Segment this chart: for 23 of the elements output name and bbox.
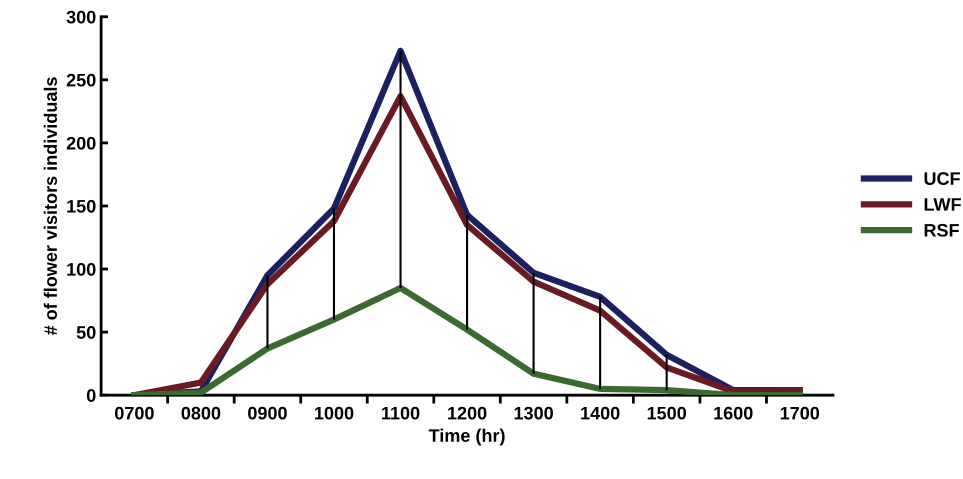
y-tick-label: 150 xyxy=(67,200,96,213)
y-tick-label: 250 xyxy=(66,74,96,87)
x-tick-label: 1500 xyxy=(648,406,686,420)
y-tick-label: 100 xyxy=(67,262,96,276)
x-tick-label: 1100 xyxy=(382,406,420,420)
x-tick-label: 1600 xyxy=(714,406,753,420)
y-tick-label: 300 xyxy=(66,10,96,24)
x-tick-label: 1200 xyxy=(448,406,486,420)
legend-label: RSF xyxy=(924,224,959,237)
legend-label: LWF xyxy=(924,198,961,211)
x-tick-label: 1000 xyxy=(315,406,354,420)
x-tick-label: 1300 xyxy=(514,406,553,420)
x-tick-label: 0800 xyxy=(182,406,220,420)
x-tick-label: 1700 xyxy=(780,406,820,420)
x-tick-label: 1400 xyxy=(581,406,620,420)
y-tick-label: 200 xyxy=(66,136,96,150)
y-tick-label: 50 xyxy=(76,326,96,339)
x-axis-title: Time (hr) xyxy=(428,428,505,446)
y-tick-label: 0 xyxy=(86,389,96,402)
x-tick-label: 0900 xyxy=(248,406,287,420)
x-tick-label: 0700 xyxy=(115,406,154,420)
y-axis-title: # of flower visitors individuals xyxy=(44,77,58,336)
legend-label: UCF xyxy=(924,172,960,185)
